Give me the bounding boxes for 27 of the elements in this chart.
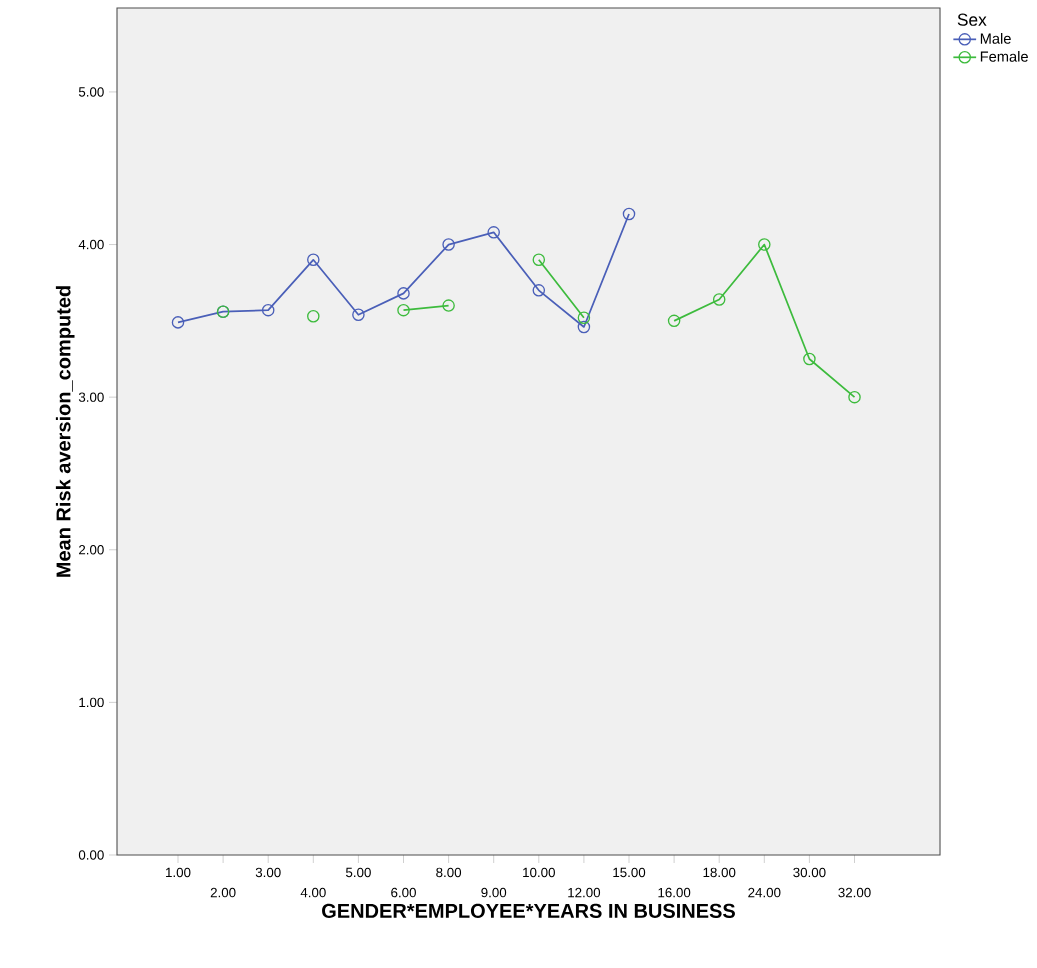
x-tick-label: 24.00	[748, 887, 781, 898]
x-tick-label: 18.00	[703, 867, 736, 878]
y-tick-label: 5.00	[78, 87, 104, 97]
x-tick-label: 6.00	[391, 887, 416, 898]
y-tick-label: 3.00	[78, 392, 104, 402]
x-tick-label: 8.00	[436, 867, 462, 878]
x-tick-label: 30.00	[793, 867, 826, 878]
x-tick-label: 3.00	[255, 867, 281, 878]
x-tick-label: 4.00	[300, 887, 326, 898]
x-tick-label: 32.00	[838, 887, 871, 898]
x-tick-label: 15.00	[613, 867, 646, 878]
x-axis-title: GENDER*EMPLOYEE*YEARS IN BUSINESS	[322, 903, 735, 918]
y-tick-label: 2.00	[79, 545, 104, 555]
y-tick-label: 1.00	[79, 697, 104, 708]
x-tick-label: 1.00	[166, 867, 191, 878]
y-tick-label: 0.00	[78, 850, 104, 860]
x-tick-label: 2.00	[210, 887, 236, 898]
legend-label: Female	[980, 51, 1028, 62]
y-tick-label: 4.00	[78, 239, 104, 250]
x-tick-label: 9.00	[481, 887, 507, 898]
x-tick-label: 16.00	[658, 887, 691, 898]
x-tick-label: 10.00	[523, 867, 555, 878]
y-axis-title: Mean Risk aversion_computed	[55, 286, 75, 577]
legend-label: Male	[980, 33, 1011, 44]
legend-title: Sex	[957, 13, 987, 26]
x-tick-label: 12.00	[568, 887, 601, 898]
x-tick-label: 5.00	[345, 867, 371, 878]
